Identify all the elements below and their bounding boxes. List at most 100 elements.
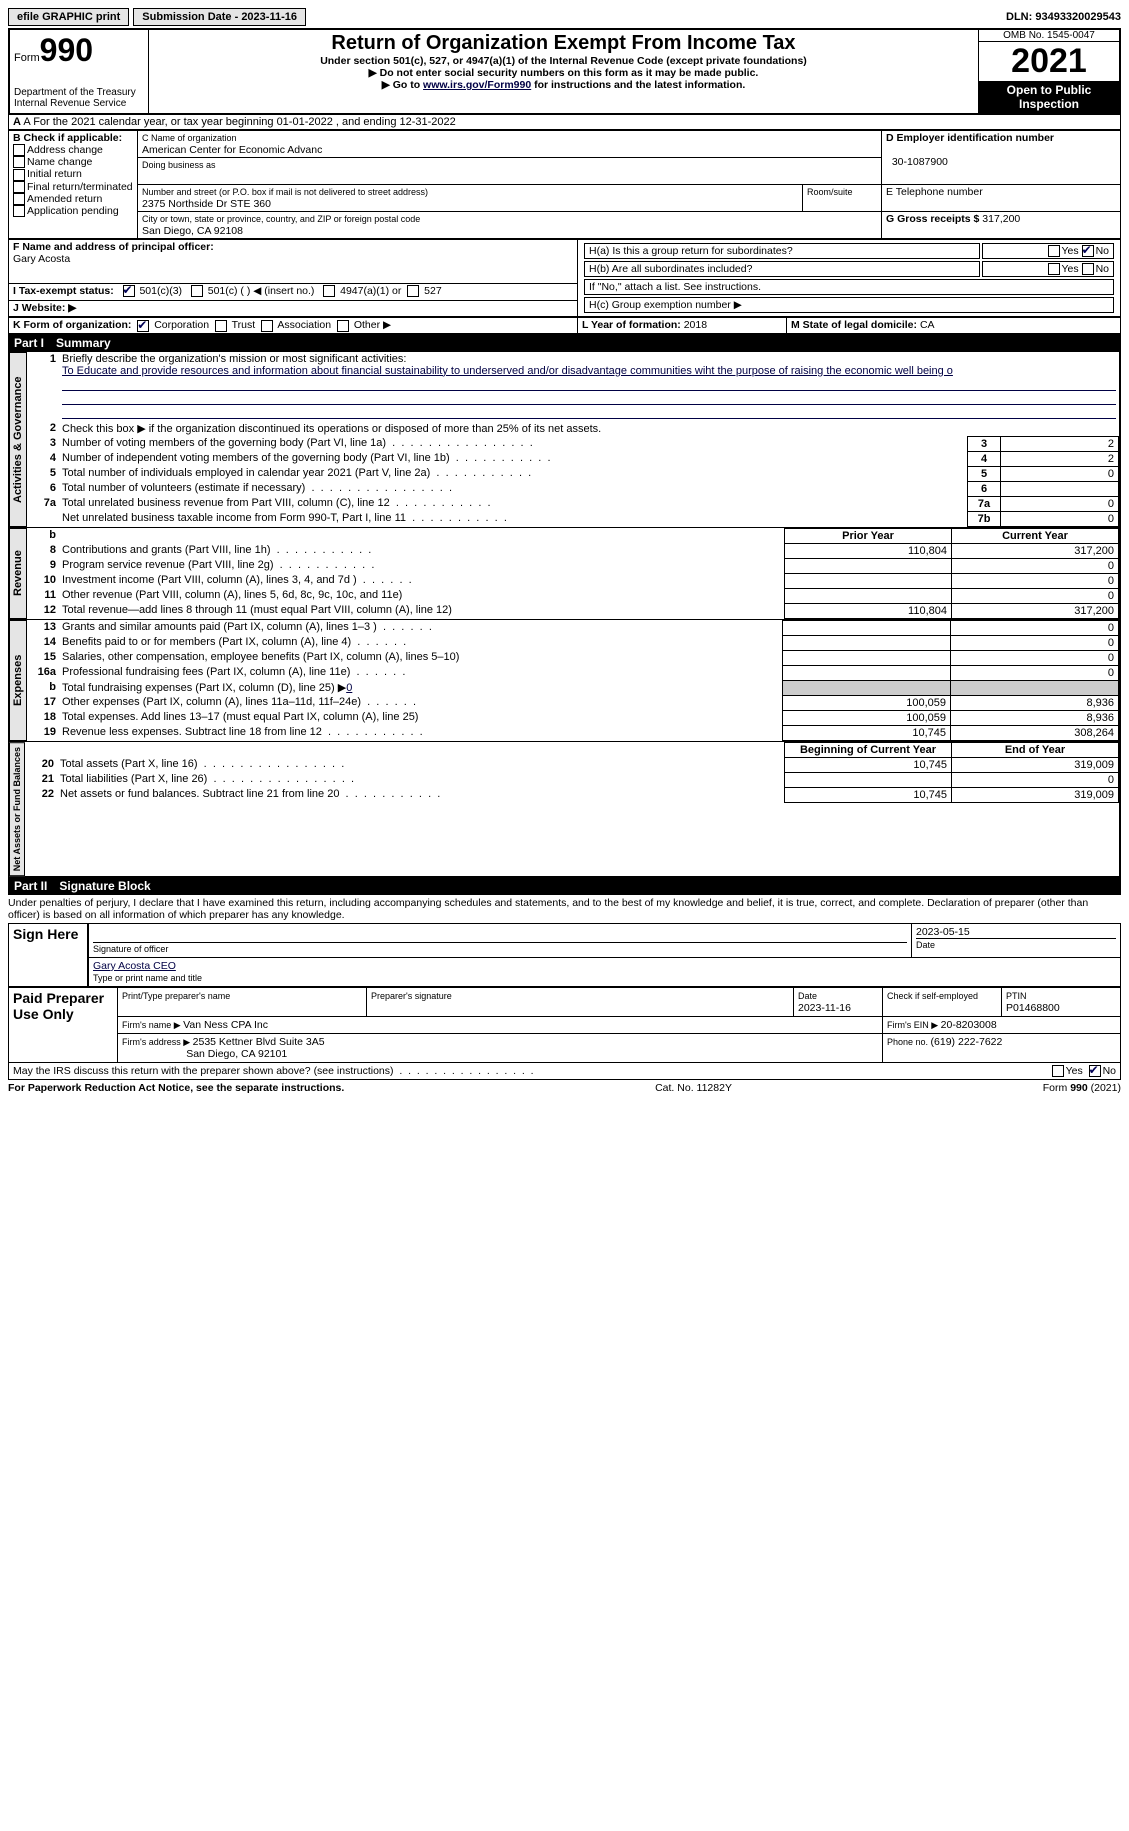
sig-date: 2023-05-15 bbox=[916, 926, 970, 938]
assoc-checkbox[interactable] bbox=[261, 320, 273, 332]
side-expenses: Expenses bbox=[9, 620, 27, 741]
ein-label: D Employer identification number bbox=[886, 132, 1054, 144]
l7a-val: 0 bbox=[1001, 496, 1119, 511]
l21-curr: 0 bbox=[952, 772, 1119, 787]
ha-label: H(a) Is this a group return for subordin… bbox=[589, 245, 793, 257]
org-name: American Center for Economic Advanc bbox=[142, 144, 322, 156]
ha-no-checkbox[interactable] bbox=[1082, 245, 1094, 257]
efile-print-button[interactable]: efile GRAPHIC print bbox=[8, 8, 129, 26]
l15-label: Salaries, other compensation, employee b… bbox=[62, 651, 459, 663]
l4-val: 2 bbox=[1001, 451, 1119, 466]
l12-curr: 317,200 bbox=[952, 603, 1119, 618]
sign-here-label: Sign Here bbox=[13, 926, 78, 942]
l5-label: Total number of individuals employed in … bbox=[62, 467, 531, 479]
l10-label: Investment income (Part VIII, column (A)… bbox=[62, 574, 412, 586]
city-value: San Diego, CA 92108 bbox=[142, 225, 243, 237]
page-footer: For Paperwork Reduction Act Notice, see … bbox=[8, 1082, 1121, 1094]
form-subtitle: Under section 501(c), 527, or 4947(a)(1)… bbox=[153, 55, 974, 67]
amended-return-checkbox[interactable] bbox=[13, 193, 25, 205]
line-a: A A For the 2021 calendar year, or tax y… bbox=[8, 115, 1121, 130]
public-inspection: Open to Public Inspection bbox=[979, 81, 1119, 113]
l8-curr: 317,200 bbox=[952, 543, 1119, 558]
paid-preparer-label: Paid Preparer Use Only bbox=[13, 990, 104, 1022]
l16b-val: 0 bbox=[346, 682, 352, 694]
box-b-label: B Check if applicable: bbox=[13, 132, 122, 144]
dba-label: Doing business as bbox=[142, 160, 216, 170]
begin-year-header: Beginning of Current Year bbox=[785, 742, 952, 757]
trust-checkbox[interactable] bbox=[215, 320, 227, 332]
officer-name-title: Gary Acosta CEO bbox=[93, 960, 176, 972]
goto-line: ▶ Go to www.irs.gov/Form990 for instruct… bbox=[153, 79, 974, 91]
info-block: B Check if applicable: Address change Na… bbox=[8, 130, 1121, 239]
l6-label: Total number of volunteers (estimate if … bbox=[62, 482, 452, 494]
l16b-label: Total fundraising expenses (Part IX, col… bbox=[62, 682, 346, 694]
initial-return-checkbox[interactable] bbox=[13, 169, 25, 181]
l12-prior: 110,804 bbox=[785, 603, 952, 618]
address-change-checkbox[interactable] bbox=[13, 144, 25, 156]
phone-label: E Telephone number bbox=[886, 186, 983, 198]
l10-curr: 0 bbox=[952, 573, 1119, 588]
room-label: Room/suite bbox=[807, 187, 853, 197]
l22-label: Net assets or fund balances. Subtract li… bbox=[60, 788, 440, 800]
self-employed-label: Check if self-employed bbox=[887, 991, 978, 1001]
l1-text: To Educate and provide resources and inf… bbox=[62, 365, 953, 377]
form990-link[interactable]: www.irs.gov/Form990 bbox=[423, 79, 531, 91]
l18-label: Total expenses. Add lines 13–17 (must eq… bbox=[62, 711, 418, 723]
side-revenue: Revenue bbox=[9, 528, 27, 619]
l6-val bbox=[1001, 481, 1119, 496]
info-block-2: F Name and address of principal officer:… bbox=[8, 239, 1121, 317]
501c-checkbox[interactable] bbox=[191, 285, 203, 297]
l4-label: Number of independent voting members of … bbox=[62, 452, 551, 464]
501c3-checkbox[interactable] bbox=[123, 285, 135, 297]
527-checkbox[interactable] bbox=[407, 285, 419, 297]
part2-header: Part II Signature Block bbox=[8, 877, 1121, 895]
l19-label: Revenue less expenses. Subtract line 18 … bbox=[62, 726, 423, 738]
hb-no-checkbox[interactable] bbox=[1082, 263, 1094, 275]
4947-checkbox[interactable] bbox=[323, 285, 335, 297]
discuss-yes-checkbox[interactable] bbox=[1052, 1065, 1064, 1077]
l15-curr: 0 bbox=[951, 650, 1119, 665]
l20-curr: 319,009 bbox=[952, 757, 1119, 772]
l17-label: Other expenses (Part IX, column (A), lin… bbox=[62, 696, 416, 708]
firm-addr1: 2535 Kettner Blvd Suite 3A5 bbox=[193, 1036, 325, 1048]
hb-yes-checkbox[interactable] bbox=[1048, 263, 1060, 275]
l19-prior: 10,745 bbox=[783, 725, 951, 740]
gross-receipts: 317,200 bbox=[982, 213, 1020, 225]
l19-curr: 308,264 bbox=[951, 725, 1119, 740]
l2-label: Check this box ▶ if the organization dis… bbox=[62, 423, 601, 435]
l3-val: 2 bbox=[1001, 436, 1119, 451]
app-pending-checkbox[interactable] bbox=[13, 205, 25, 217]
perjury-declaration: Under penalties of perjury, I declare th… bbox=[8, 895, 1121, 923]
name-change-checkbox[interactable] bbox=[13, 156, 25, 168]
l22-curr: 319,009 bbox=[952, 787, 1119, 802]
date-label: Date bbox=[916, 940, 935, 950]
firm-ein: 20-8203008 bbox=[941, 1019, 997, 1031]
state-domicile-label: M State of legal domicile: bbox=[791, 319, 920, 331]
end-year-header: End of Year bbox=[952, 742, 1119, 757]
officer-name: Gary Acosta bbox=[13, 253, 70, 265]
corp-checkbox[interactable] bbox=[137, 320, 149, 332]
year-formation-label: L Year of formation: bbox=[582, 319, 684, 331]
l11-curr: 0 bbox=[952, 588, 1119, 603]
l14-label: Benefits paid to or for members (Part IX… bbox=[62, 636, 406, 648]
no-ssn-note: ▶ Do not enter social security numbers o… bbox=[153, 67, 974, 79]
tax-year: 2021 bbox=[1011, 42, 1087, 80]
ha-yes-checkbox[interactable] bbox=[1048, 245, 1060, 257]
l13-label: Grants and similar amounts paid (Part IX… bbox=[62, 621, 432, 633]
final-return-checkbox[interactable] bbox=[13, 181, 25, 193]
gross-receipts-label: G Gross receipts $ bbox=[886, 213, 982, 225]
part1-header: Part I Summary bbox=[8, 334, 1121, 352]
l1-label: Briefly describe the organization's miss… bbox=[62, 353, 406, 365]
form-org-label: K Form of organization: bbox=[13, 319, 131, 331]
hb-label: H(b) Are all subordinates included? bbox=[589, 263, 752, 275]
firm-name: Van Ness CPA Inc bbox=[183, 1019, 268, 1031]
l12-label: Total revenue—add lines 8 through 11 (mu… bbox=[62, 604, 452, 616]
year-formation: 2018 bbox=[684, 319, 707, 331]
discuss-no-checkbox[interactable] bbox=[1089, 1065, 1101, 1077]
l8-label: Contributions and grants (Part VIII, lin… bbox=[62, 544, 371, 556]
submission-date-button[interactable]: Submission Date - 2023-11-16 bbox=[133, 8, 306, 26]
other-checkbox[interactable] bbox=[337, 320, 349, 332]
sig-officer-label: Signature of officer bbox=[93, 944, 168, 954]
form-header: Form990 Department of the Treasury Inter… bbox=[8, 28, 1121, 115]
type-print-label: Type or print name and title bbox=[93, 973, 202, 983]
